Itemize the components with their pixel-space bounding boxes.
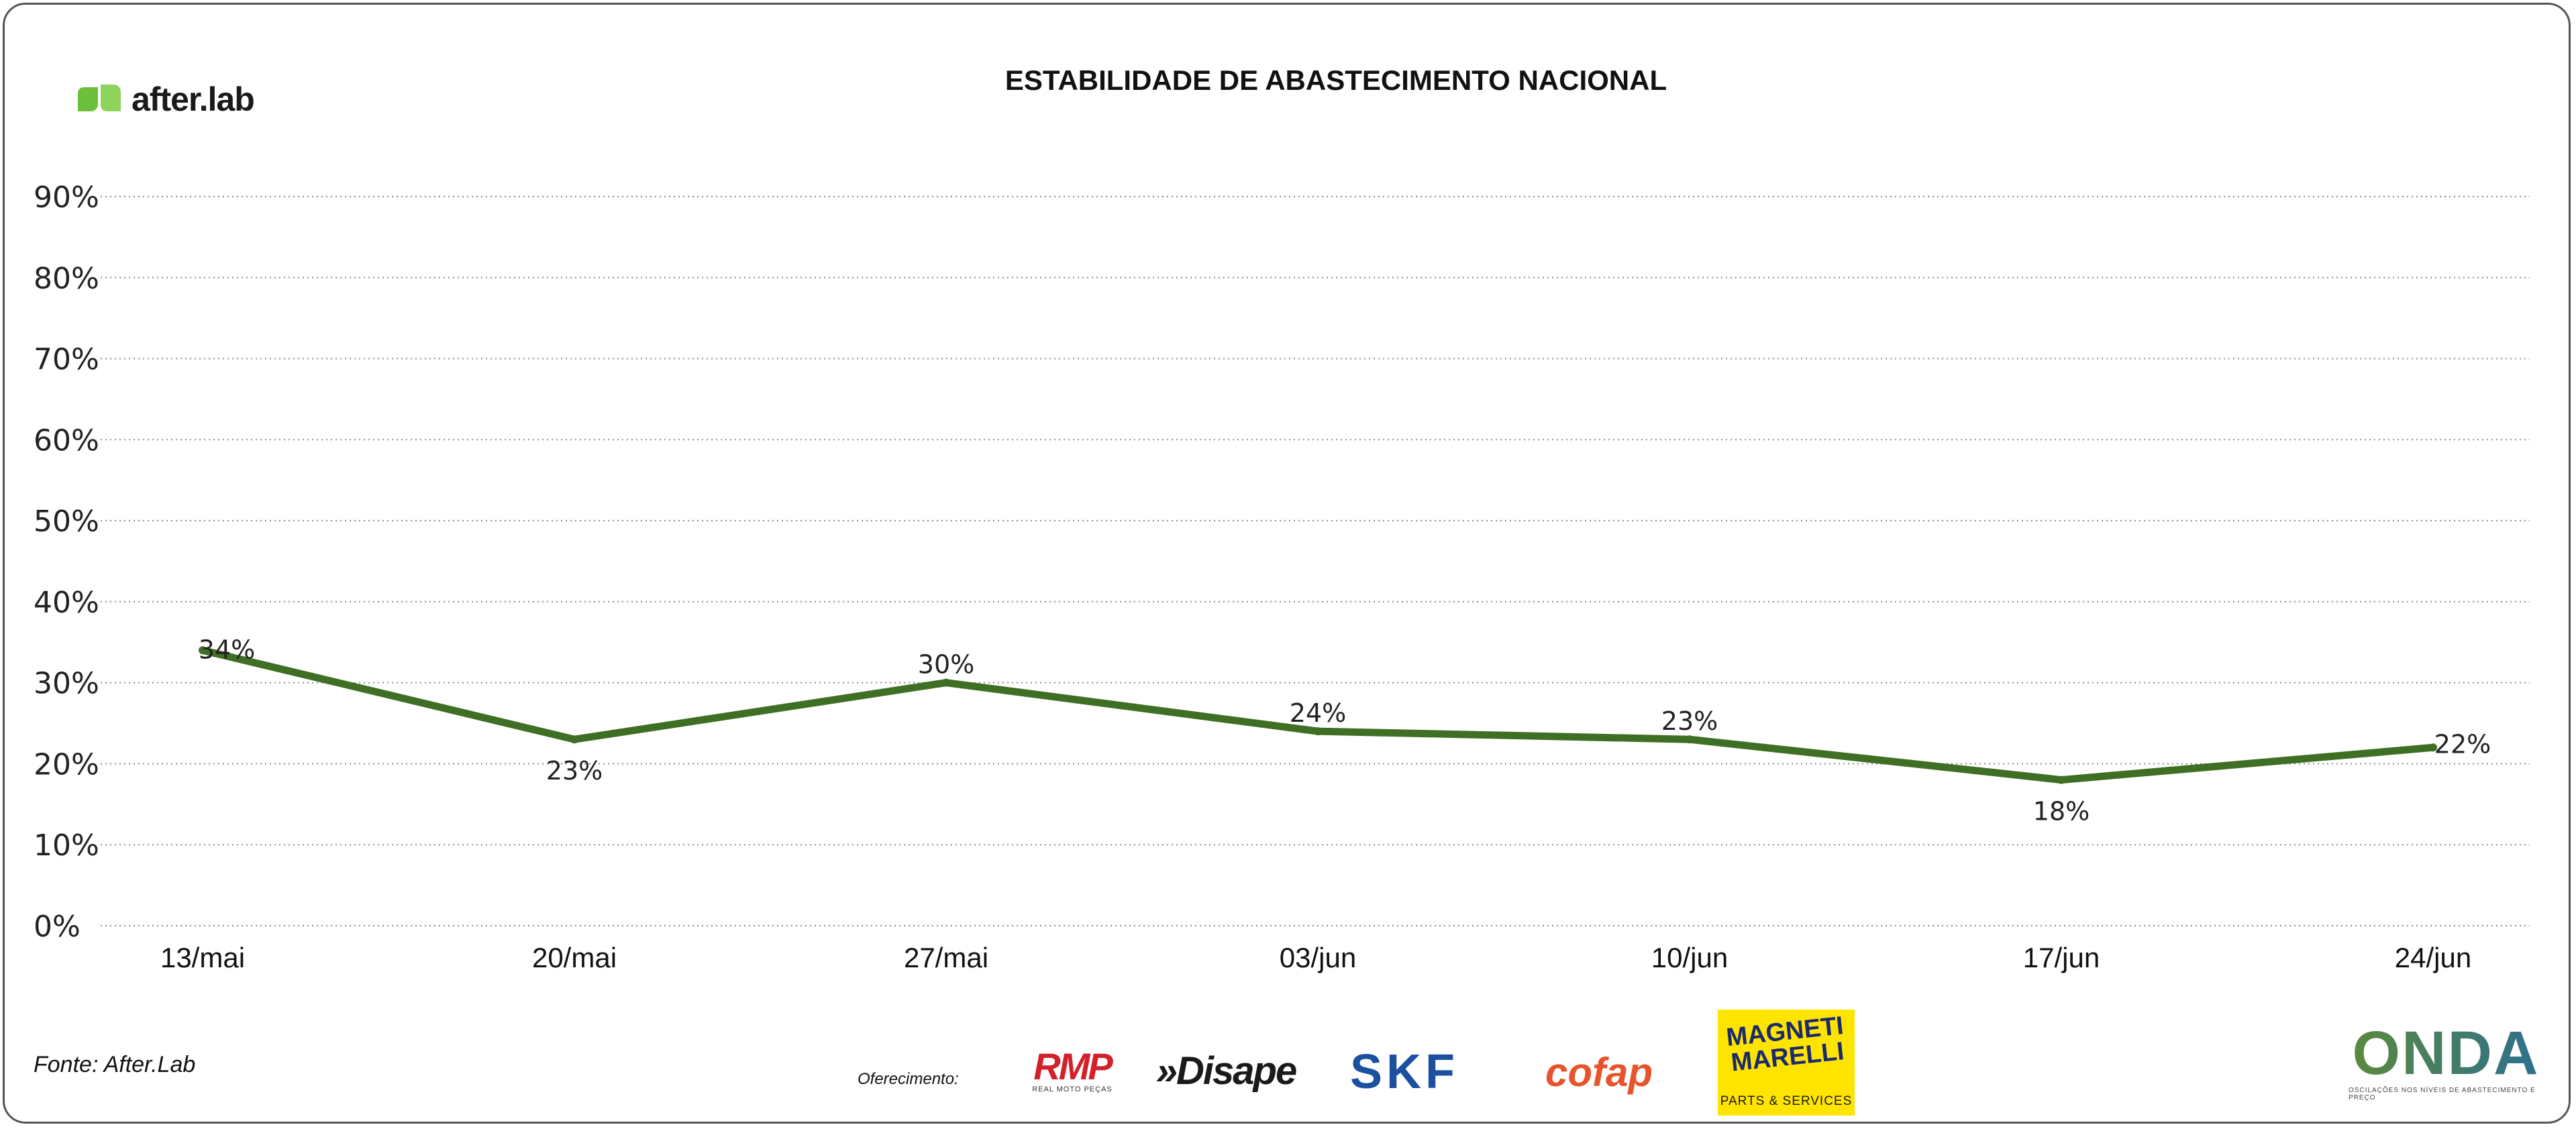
rmp-logo: RMP REAL MOTO PEÇAS <box>1015 1046 1130 1095</box>
x-tick-label: 24/jun <box>2395 942 2471 973</box>
magneti-marelli-logo: MAGNETI MARELLI PARTS & SERVICES <box>1718 1010 1855 1116</box>
x-tick-label: 10/jun <box>1651 942 1728 973</box>
data-point <box>942 678 950 687</box>
rmp-logo-subtext: REAL MOTO PEÇAS <box>1032 1085 1113 1093</box>
onda-logo-subtext: OSCILAÇÕES NOS NÍVEIS DE ABASTECIMENTO E… <box>2349 1087 2536 1101</box>
afterlab-logo-icon <box>78 85 121 111</box>
magneti-marelli-logo-subtext: PARTS & SERVICES <box>1720 1094 1853 1108</box>
sponsor-label: Oferecimento: <box>858 1070 959 1088</box>
y-tick-label: 40% <box>34 586 99 620</box>
y-tick-label: 50% <box>34 504 99 539</box>
data-point <box>570 735 578 744</box>
x-tick-label: 20/mai <box>532 942 617 973</box>
y-tick-label: 80% <box>34 262 99 296</box>
magneti-marelli-logo-text: MAGNETI MARELLI <box>1724 1012 1846 1077</box>
chart-frame <box>3 3 2571 1124</box>
y-tick-label: 70% <box>34 343 99 377</box>
y-tick-label: 30% <box>34 667 99 701</box>
y-tick-label: 60% <box>34 423 99 458</box>
chart-title: ESTABILIDADE DE ABASTECIMENTO NACIONAL <box>1004 64 1667 96</box>
y-tick-label: 0% <box>34 910 81 944</box>
cofap-logo: cofap <box>1545 1049 1653 1095</box>
disape-logo: »Disape <box>1155 1049 1297 1093</box>
data-point <box>2057 775 2065 784</box>
data-point <box>1314 727 1322 736</box>
onda-logo-text: ONDA <box>2352 1019 2540 1087</box>
data-point <box>199 646 207 655</box>
data-point <box>2429 743 2437 752</box>
y-tick-label: 20% <box>34 747 99 782</box>
brand-logo: after.lab <box>75 79 255 119</box>
data-label: 23% <box>546 756 603 786</box>
data-label: 22% <box>2434 729 2491 759</box>
data-label: 24% <box>1290 698 1346 728</box>
x-tick-label: 13/mai <box>160 942 245 973</box>
data-label: 18% <box>2033 797 2090 826</box>
source-note: Fonte: After.Lab <box>34 1052 196 1077</box>
data-point <box>1686 735 1694 744</box>
brand-name: after.lab <box>132 80 255 118</box>
x-tick-label: 17/jun <box>2023 942 2100 973</box>
onda-logo: ONDA OSCILAÇÕES NOS NÍVEIS DE ABASTECIME… <box>2349 1019 2543 1101</box>
x-tick-label: 03/jun <box>1280 942 1356 973</box>
x-tick-label: 27/mai <box>904 942 988 973</box>
data-label: 34% <box>199 635 255 664</box>
rmp-logo-text: RMP <box>1033 1045 1113 1087</box>
y-tick-label: 10% <box>34 828 99 863</box>
data-label: 23% <box>1661 706 1718 736</box>
skf-logo: SKF <box>1350 1045 1459 1099</box>
data-label: 30% <box>918 650 974 680</box>
y-tick-label: 90% <box>34 180 99 215</box>
